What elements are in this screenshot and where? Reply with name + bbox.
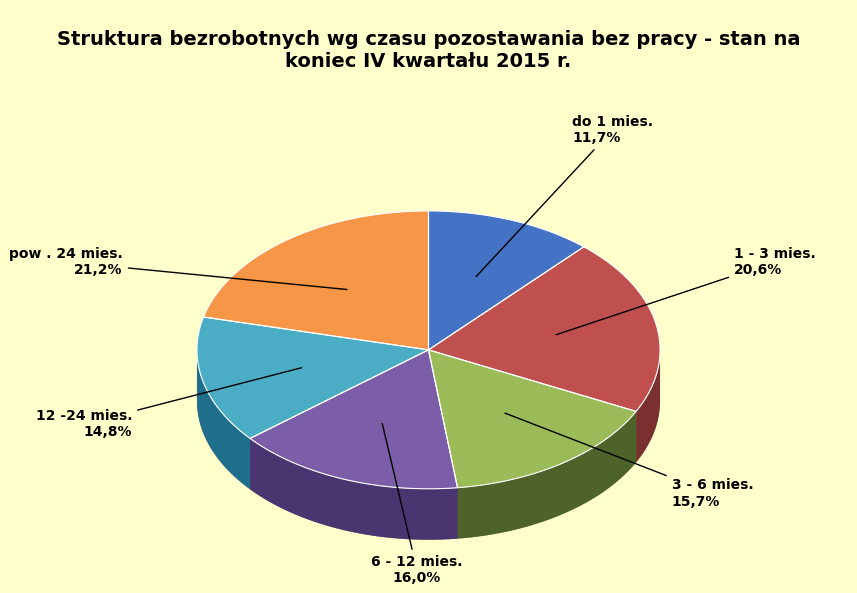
Text: do 1 mies.
11,7%: do 1 mies. 11,7% (476, 115, 653, 276)
Text: 1 - 3 mies.
20,6%: 1 - 3 mies. 20,6% (556, 247, 816, 334)
Polygon shape (428, 211, 584, 350)
Polygon shape (428, 350, 636, 463)
Polygon shape (197, 401, 660, 540)
Text: pow . 24 mies.
21,2%: pow . 24 mies. 21,2% (9, 247, 347, 289)
Text: 12 -24 mies.
14,8%: 12 -24 mies. 14,8% (36, 368, 302, 439)
Polygon shape (197, 317, 428, 438)
Polygon shape (636, 350, 660, 463)
Polygon shape (250, 350, 428, 489)
Text: Struktura bezrobotnych wg czasu pozostawania bez pracy - stan na
koniec IV kwart: Struktura bezrobotnych wg czasu pozostaw… (57, 30, 800, 71)
Polygon shape (250, 350, 458, 489)
Polygon shape (428, 350, 458, 538)
Polygon shape (197, 350, 250, 489)
Text: 3 - 6 mies.
15,7%: 3 - 6 mies. 15,7% (505, 413, 753, 509)
Polygon shape (428, 350, 636, 463)
Polygon shape (250, 438, 458, 540)
Polygon shape (428, 350, 636, 487)
Polygon shape (458, 412, 636, 538)
Text: 6 - 12 mies.
16,0%: 6 - 12 mies. 16,0% (371, 423, 463, 585)
Polygon shape (203, 211, 428, 350)
Polygon shape (428, 247, 660, 412)
Polygon shape (250, 350, 428, 489)
Polygon shape (428, 350, 458, 538)
